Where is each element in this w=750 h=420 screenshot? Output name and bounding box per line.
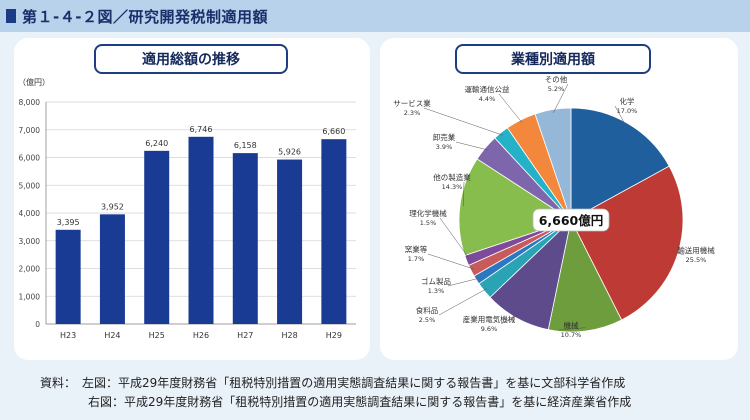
pie-slice [570,107,670,221]
slice-percent-label: 17.0% [617,107,638,115]
slice-name-label: 運輸通信公益 [465,84,510,94]
leader-line [427,253,475,270]
slice-percent-label: 2.5% [419,316,436,324]
slice-percent-label: 2.3% [404,109,421,117]
bar-value-label: 3,395 [57,218,80,227]
slice-name-label: 食料品 [416,305,439,315]
slice-percent-label: 14.3% [442,183,463,191]
leader-line [674,251,685,256]
slice-percent-label: 1.7% [408,255,425,263]
leader-line [447,277,480,287]
slice-percent-label: 1.3% [428,287,445,295]
slice-name-label: その他 [545,74,568,84]
y-tick-label: 1,000 [19,292,41,301]
left-panel: 適用総額の推移 （億円） 0 1,000 2,000 3,000 4,000 5,000 6,… [14,38,370,360]
bar [144,150,170,324]
slice-percent-label: 9.6% [481,325,498,333]
y-tick-label: 5,000 [19,181,41,190]
slice-name-label: ゴム製品 [421,276,451,286]
bar [188,136,214,324]
footnote-source-left: 資料： 左図：平成29年度財務省「租税特別措置の適用実態調査結果に関する報告書」… [40,376,626,390]
slice-percent-label: 25.5% [686,256,707,264]
y-tick-label: 8,000 [19,98,41,107]
bar-value-label: 6,746 [190,125,213,134]
x-tick-label: H28 [281,331,297,340]
y-axis-label: （億円） [18,77,50,87]
bar-value-label: 6,660 [322,127,345,136]
x-tick-label: H25 [149,331,165,340]
x-tick-label: H26 [193,331,209,340]
x-tick-label: H24 [104,331,120,340]
slice-name-label: 卸売業 [433,132,456,142]
slice-name-label: 産業用電気機械 [463,314,516,324]
leader-line [614,105,627,127]
pie-center-box [532,208,610,232]
title-square-icon [6,9,16,23]
x-tick-label: H27 [237,331,253,340]
bar-value-label: 3,952 [101,202,124,211]
slice-name-label: 機械 [564,320,579,330]
bar [232,153,258,324]
slice-percent-label: 10.7% [561,331,582,339]
y-tick-label: 6,000 [19,154,41,163]
pie-slice [534,107,572,221]
footnote-source-right-text: 右図：平成29年度財務省「租税特別措置の適用実態調査結果に関する報告書」を基に経… [88,395,632,409]
x-tick-label: H29 [326,331,342,340]
bar [321,139,347,324]
bar-chart: （億円） 0 1,000 2,000 3,000 4,000 5,000 6,000 7,000… [18,77,356,340]
bar-value-label: 6,240 [145,139,168,148]
slice-name-label: 化学 [620,96,635,106]
y-tick-label: 3,000 [19,237,41,246]
bar-value-label: 6,158 [234,141,257,150]
footnote-source-right: 右図：平成29年度財務省「租税特別措置の適用実態調査結果に関する報告書」を基に経… [40,393,631,410]
leader-line [438,288,487,316]
y-tick-label: 2,000 [19,265,41,274]
slice-name-label: 輸送用機械 [677,245,715,255]
y-tick-label: 4,000 [19,209,41,218]
bar [99,214,125,324]
leader-line [439,217,470,260]
leader-line [455,141,488,151]
slice-percent-label: 3.9% [436,143,453,151]
right-panel: 業種別適用額 化学 17.0% 輸送用機械 25.5% 機械 10.7% 産業用電気機械 9.… [380,38,738,360]
slice-name-label: 他の製造業 [433,172,471,182]
pie-chart: 化学17.0%輸送用機械25.5%機械10.7%産業用電気機械9.6%食料品2.… [393,74,715,339]
leader-line [553,83,569,113]
page-title: 第１-４-２図／研究開発税制適用額 [22,7,268,26]
bar-value-label: 5,926 [278,148,301,157]
leader-line [498,93,523,124]
pie-center-label: 6,660億円 [539,213,604,228]
right-panel-heading: 業種別適用額 [455,44,651,74]
slice-percent-label: 1.5% [420,219,437,227]
bar [277,159,303,324]
slice-name-label: サービス業 [393,98,431,108]
bar [55,229,81,324]
slice-name-label: 窯業等 [405,244,428,254]
slice-percent-label: 5.2% [548,85,565,93]
left-panel-heading: 適用総額の推移 [94,44,288,74]
leader-line [462,181,465,207]
title-bar: 第１-４-２図／研究開発税制適用額 [0,0,750,32]
leader-line [423,107,504,136]
leader-line [500,314,519,325]
y-tick-label: 7,000 [19,126,41,135]
slice-percent-label: 4.4% [479,95,496,103]
pie-slice [547,218,623,333]
y-tick-label: 0 [35,320,40,329]
slice-name-label: 理化学機械 [409,208,447,218]
leader-line [558,327,586,331]
x-tick-label: H23 [60,331,76,340]
